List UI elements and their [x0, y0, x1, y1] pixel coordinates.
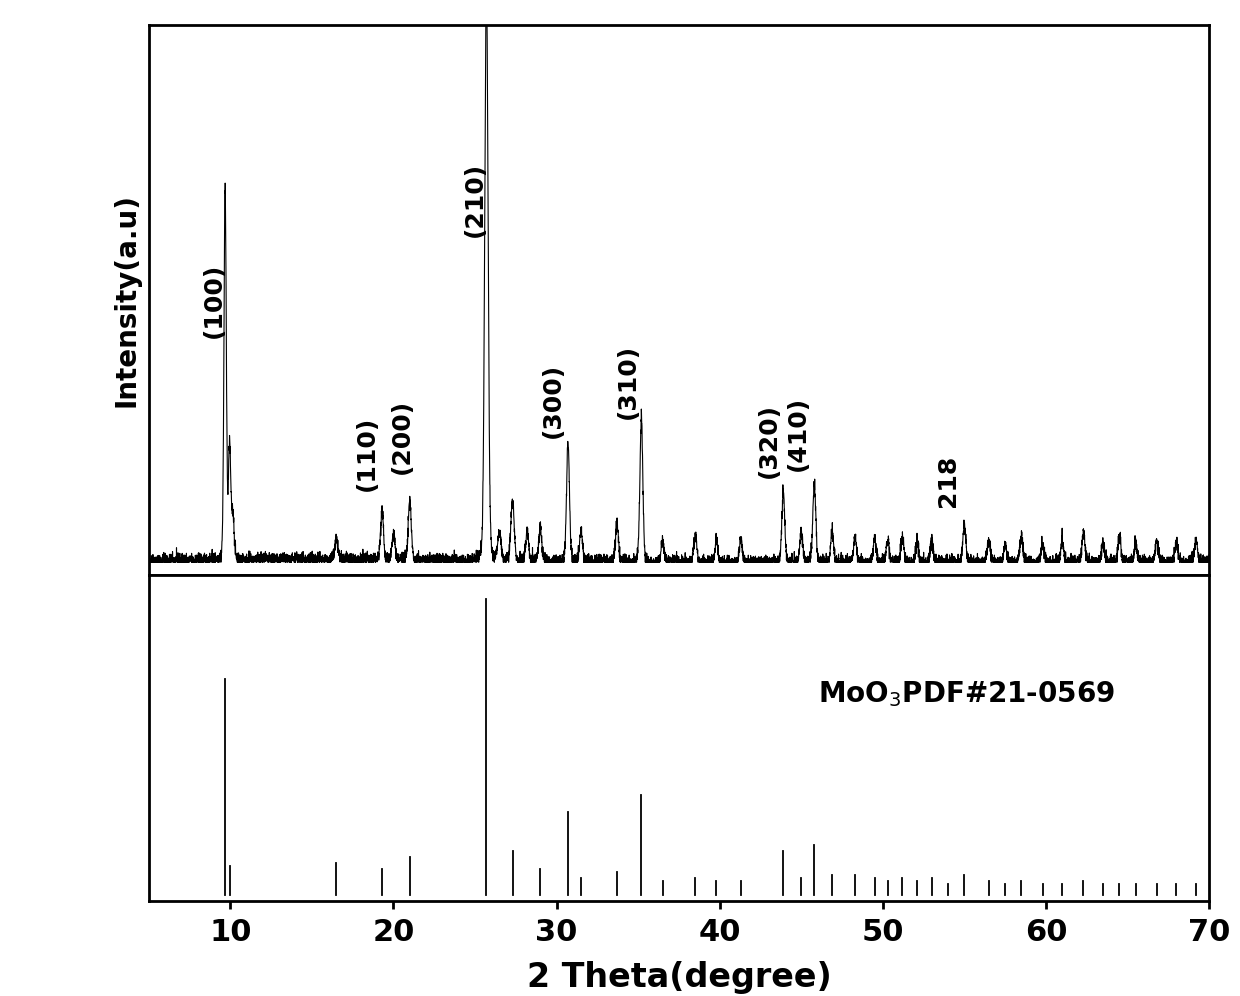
Text: 218: 218 — [936, 454, 960, 507]
Text: (210): (210) — [463, 161, 487, 237]
Text: (300): (300) — [542, 364, 565, 438]
Text: (200): (200) — [389, 399, 414, 474]
Y-axis label: Intensity(a.u): Intensity(a.u) — [113, 193, 140, 407]
Text: MoO$_3$PDF#21-0569: MoO$_3$PDF#21-0569 — [817, 679, 1115, 709]
Text: (110): (110) — [356, 415, 379, 491]
Text: (410): (410) — [786, 396, 810, 471]
Text: (100): (100) — [202, 262, 226, 338]
X-axis label: 2 Theta(degree): 2 Theta(degree) — [527, 961, 831, 994]
Text: (320): (320) — [756, 402, 781, 477]
Text: (310): (310) — [616, 344, 640, 419]
